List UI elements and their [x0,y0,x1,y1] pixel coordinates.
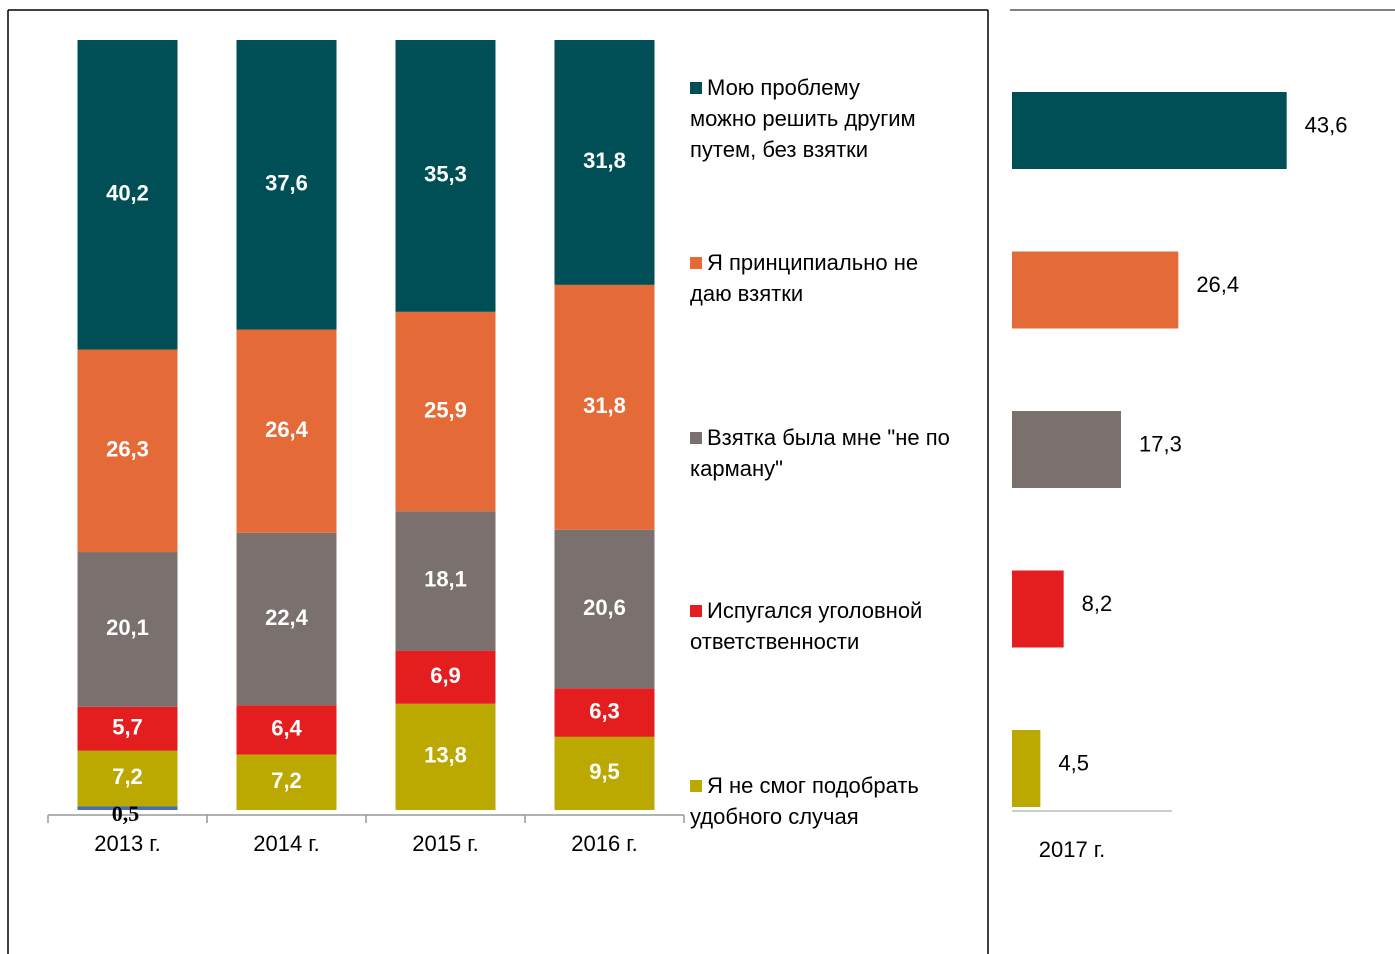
bar [1012,411,1121,488]
data-label: 7,2 [271,768,302,793]
x-tick-label: 2013 г. [94,831,161,856]
bar-segment [236,532,337,706]
legend-swatch [690,780,702,792]
data-label: 20,1 [106,615,149,640]
data-label: 4,5 [1058,750,1089,775]
legend-entry: Взятка была мне "не по карману" [690,422,952,484]
data-label: 6,3 [589,698,620,723]
bar-segment [236,329,337,533]
data-label: 5,7 [112,715,143,740]
data-label: 37,6 [265,171,308,196]
legend-swatch [690,257,702,269]
bar-segment [554,688,655,737]
data-label: 31,8 [583,148,626,173]
data-label: 40,2 [106,181,149,206]
data-label: 25,9 [424,397,467,422]
data-label: 26,3 [106,437,149,462]
x-tick-label: 2016 г. [571,831,638,856]
data-label: 17,3 [1139,431,1182,456]
legend-swatch [690,432,702,444]
x-tick-label: 2014 г. [253,831,320,856]
bar-segment [554,40,655,285]
data-label: 20,6 [583,595,626,620]
legend-entry: Я не смог подобрать удобного случая [690,770,952,832]
bar-segment [77,552,178,707]
bar-segment [395,40,496,312]
data-label: 26,4 [265,417,309,442]
bar-segment [395,703,496,810]
bar-segment [77,750,178,807]
bar [1012,570,1064,648]
bar [1012,730,1041,807]
data-label: 26,4 [1196,272,1239,297]
legend-swatch [690,605,702,617]
legend-label: Взятка была мне "не по карману" [690,425,950,481]
bar-segment [395,311,496,512]
data-label: 6,9 [430,663,461,688]
bar [1012,251,1179,329]
bar-segment [554,529,655,689]
x-tick-label: 2015 г. [412,831,479,856]
data-label: 22,4 [265,605,309,630]
bar-segment [236,705,337,755]
data-label: 18,1 [424,567,467,592]
data-label: 35,3 [424,162,467,187]
legend-label: Мою проблему можно решить другим путем, … [690,75,916,162]
bar-segment [395,511,496,651]
legend-entry: Я принципиально не даю взятки [690,247,952,309]
bar-segment [554,736,655,810]
data-label: 43,6 [1305,112,1348,137]
bar-segment [554,284,655,530]
bar-segment [77,706,178,751]
category-label: 2017 г. [1039,837,1106,862]
bar-segment [395,650,496,704]
bar [1012,92,1287,169]
bar-segment [236,754,337,810]
bar-segment [236,40,337,330]
legend-swatch [690,82,702,94]
legend-entry: Мою проблему можно решить другим путем, … [690,72,930,165]
legend-label: Испугался уголовной ответственности [690,598,923,654]
legend-entry: Испугался уголовной ответственности [690,595,952,657]
data-label: 9,5 [589,759,620,784]
bar-segment [77,806,178,810]
data-label: 31,8 [583,393,626,418]
data-label: 7,2 [112,764,143,789]
legend-label: Я не смог подобрать удобного случая [690,773,919,829]
bar-segment [77,349,178,553]
data-label: 8,2 [1082,591,1113,616]
data-label: 6,4 [271,716,302,741]
data-label: 13,8 [424,743,467,768]
legend-label: Я принципиально не даю взятки [690,250,919,306]
bar-segment [77,40,178,350]
